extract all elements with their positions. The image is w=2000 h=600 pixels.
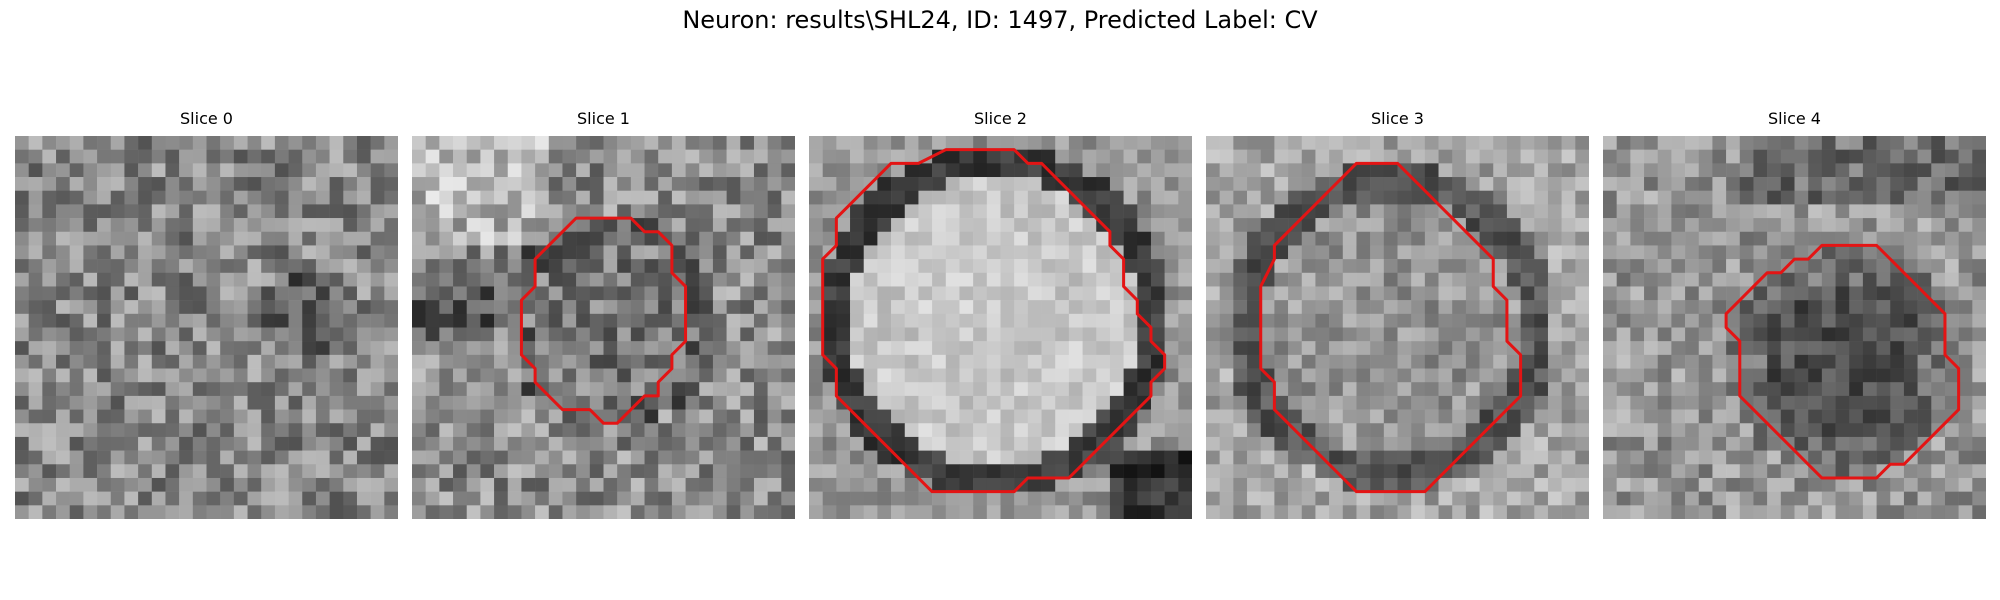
slice-image <box>1206 136 1589 519</box>
slice-title: Slice 4 <box>1768 109 1821 128</box>
slice-title: Slice 0 <box>180 109 233 128</box>
slice-title: Slice 1 <box>577 109 630 128</box>
slice-title: Slice 3 <box>1371 109 1424 128</box>
vesicle-contour <box>519 216 688 425</box>
slice-panel-0: Slice 0 <box>15 108 398 519</box>
slice-title: Slice 2 <box>974 109 1027 128</box>
slice-image <box>412 136 795 519</box>
figure-title: Neuron: results\SHL24, ID: 1497, Predict… <box>682 6 1318 34</box>
vesicle-contour <box>821 148 1167 494</box>
slice-panel-3: Slice 3 <box>1206 108 1589 519</box>
slice-panel-4: Slice 4 <box>1603 108 1986 519</box>
slice-image <box>809 136 1192 519</box>
slice-image <box>15 136 398 519</box>
vesicle-contour <box>1259 161 1523 494</box>
vesicle-contour <box>1724 243 1961 480</box>
slice-image <box>1603 136 1986 519</box>
slice-panel-1: Slice 1 <box>412 108 795 519</box>
slice-panel-2: Slice 2 <box>809 108 1192 519</box>
